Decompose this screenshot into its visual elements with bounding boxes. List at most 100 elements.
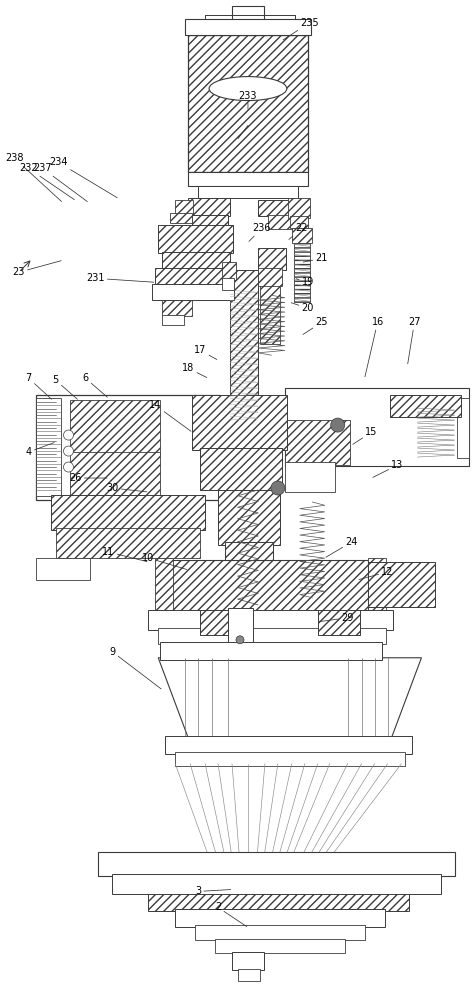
Text: 5: 5 xyxy=(52,375,77,399)
Bar xyxy=(368,562,435,607)
Text: 21: 21 xyxy=(303,253,328,263)
Bar xyxy=(198,186,298,198)
Bar xyxy=(112,874,441,894)
Bar xyxy=(152,284,234,300)
Text: 10: 10 xyxy=(142,553,187,570)
Text: 6: 6 xyxy=(83,373,107,397)
Bar xyxy=(168,560,368,612)
Bar xyxy=(175,909,385,927)
Bar xyxy=(158,628,386,644)
Bar xyxy=(35,398,60,496)
Text: 19: 19 xyxy=(296,277,314,287)
Text: 25: 25 xyxy=(303,317,328,334)
Text: 26: 26 xyxy=(69,473,107,483)
Bar xyxy=(215,939,345,953)
Text: 18: 18 xyxy=(182,363,207,378)
Bar xyxy=(175,752,405,766)
Bar xyxy=(155,558,173,613)
Bar xyxy=(285,388,469,466)
Text: 237: 237 xyxy=(33,163,87,202)
Bar xyxy=(188,198,230,216)
Bar xyxy=(285,420,350,465)
Text: 2: 2 xyxy=(215,902,247,927)
Bar xyxy=(222,278,234,290)
Circle shape xyxy=(64,462,74,472)
Bar xyxy=(56,528,200,558)
Text: 238: 238 xyxy=(5,153,61,201)
Text: 233: 233 xyxy=(239,91,257,109)
Text: 234: 234 xyxy=(49,157,117,198)
Bar xyxy=(238,969,260,981)
Bar xyxy=(158,225,233,253)
Bar xyxy=(218,490,280,545)
Bar xyxy=(285,462,335,492)
Bar xyxy=(290,216,308,228)
Text: 12: 12 xyxy=(359,567,394,580)
Bar xyxy=(170,213,192,223)
Bar xyxy=(230,270,258,425)
Bar xyxy=(188,35,308,172)
Circle shape xyxy=(271,481,285,495)
Bar xyxy=(185,19,311,35)
Bar xyxy=(192,215,228,230)
Bar xyxy=(228,608,253,646)
Bar xyxy=(188,172,308,186)
Text: 17: 17 xyxy=(194,345,217,360)
Text: 9: 9 xyxy=(110,647,161,689)
Text: 15: 15 xyxy=(353,427,378,444)
Bar xyxy=(222,262,236,280)
Bar xyxy=(162,315,184,325)
Circle shape xyxy=(64,446,74,456)
Bar xyxy=(258,200,296,216)
Bar xyxy=(70,400,160,455)
Bar xyxy=(232,6,264,20)
Bar xyxy=(195,925,365,940)
Bar xyxy=(288,198,310,218)
Bar xyxy=(165,736,413,754)
Circle shape xyxy=(331,418,345,432)
Bar xyxy=(200,610,242,635)
Bar xyxy=(148,610,393,630)
Bar xyxy=(292,228,312,243)
Bar xyxy=(258,248,286,270)
Bar xyxy=(162,252,230,272)
Bar xyxy=(35,558,91,580)
Text: 7: 7 xyxy=(25,373,51,399)
Text: 235: 235 xyxy=(283,18,319,40)
Bar xyxy=(225,542,273,607)
Bar xyxy=(232,952,264,970)
Bar xyxy=(268,215,296,229)
Bar xyxy=(368,558,386,613)
Bar xyxy=(175,200,193,214)
Text: 231: 231 xyxy=(86,273,154,283)
Bar xyxy=(258,268,282,286)
Ellipse shape xyxy=(209,77,287,101)
Bar xyxy=(155,268,233,286)
Bar xyxy=(35,395,220,500)
Text: 236: 236 xyxy=(249,223,271,241)
Text: 24: 24 xyxy=(326,537,358,557)
Text: 30: 30 xyxy=(106,483,147,493)
Text: 16: 16 xyxy=(365,317,384,377)
Circle shape xyxy=(236,636,244,644)
Bar xyxy=(51,495,205,530)
Text: 3: 3 xyxy=(195,886,231,896)
Circle shape xyxy=(64,430,74,440)
Text: 232: 232 xyxy=(19,163,74,200)
Polygon shape xyxy=(158,658,421,738)
Bar xyxy=(318,610,360,635)
Bar xyxy=(260,284,280,344)
Bar xyxy=(457,398,469,458)
Text: 11: 11 xyxy=(102,547,147,562)
Bar xyxy=(192,395,287,450)
Text: 13: 13 xyxy=(373,460,404,477)
Bar xyxy=(98,852,455,876)
Text: 20: 20 xyxy=(291,303,314,313)
Text: 4: 4 xyxy=(25,443,54,457)
Bar xyxy=(200,448,282,490)
Bar xyxy=(160,642,381,660)
Text: 22: 22 xyxy=(289,223,308,239)
Text: 29: 29 xyxy=(319,613,354,623)
Bar xyxy=(294,242,310,302)
Text: 27: 27 xyxy=(408,317,421,364)
